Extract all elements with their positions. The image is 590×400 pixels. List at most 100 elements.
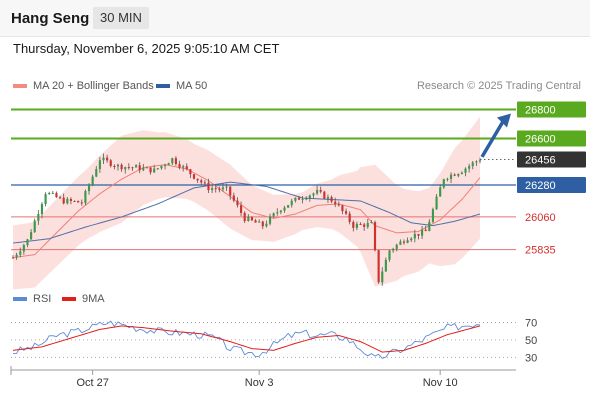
legend-rsi: RSI: [13, 293, 51, 305]
candle-body: [66, 199, 69, 204]
candle-body: [207, 182, 210, 191]
candle-body: [326, 197, 330, 199]
candle-body: [145, 167, 149, 169]
candle-body: [464, 168, 467, 173]
candle-body: [410, 238, 413, 241]
candle-body: [131, 167, 134, 169]
candle-body: [287, 205, 290, 208]
candle-body: [236, 200, 239, 206]
candle-body: [265, 223, 268, 227]
bollinger-band-area: [13, 116, 480, 290]
legend-swatch-ma50: [156, 84, 170, 89]
candle-body: [344, 211, 348, 214]
candle-body: [196, 178, 199, 181]
rsi-tick-50: 50: [525, 335, 537, 347]
candle-body: [48, 193, 51, 195]
candle-body: [460, 172, 463, 175]
candle-body: [239, 205, 243, 213]
candle-body: [80, 202, 83, 204]
candle-body: [116, 164, 120, 167]
level-label-box-26456: [517, 151, 586, 168]
candle-body: [225, 186, 228, 188]
candle-body: [294, 197, 297, 201]
timestamp: Thursday, November 6, 2025 9:05:10 AM CE…: [13, 41, 280, 56]
x-tick-label: Nov 3: [245, 377, 274, 389]
candle-body: [399, 241, 402, 245]
candle-body: [109, 160, 112, 166]
candle-body: [276, 212, 279, 214]
candle-body: [392, 248, 395, 251]
ma50-line: [12, 181, 481, 244]
legend-swatch-rsi: [13, 297, 27, 302]
candle-body: [341, 205, 344, 212]
candle-body: [316, 190, 319, 194]
candle-body: [406, 240, 409, 243]
candle-body: [113, 165, 116, 167]
rsi-tick-70: 70: [525, 317, 537, 329]
candle-body: [102, 157, 105, 161]
level-label-26280: 26280: [525, 180, 556, 192]
candle-body: [424, 229, 427, 232]
legend-label-ma50: MA 50: [176, 80, 208, 92]
candle-body: [478, 160, 482, 162]
candle-body: [348, 213, 351, 222]
candle-body: [185, 166, 188, 170]
level-label-box-26280: [517, 177, 586, 193]
timeframe-button[interactable]: 30 MIN: [93, 7, 149, 29]
level-label-25835: 25835: [525, 245, 556, 257]
candle-body: [377, 250, 380, 283]
candle-body: [442, 179, 445, 188]
candle-body: [453, 174, 456, 176]
candle-body: [305, 198, 308, 200]
candle-body: [388, 250, 391, 260]
candle-body: [366, 223, 369, 227]
candle-body: [471, 162, 474, 167]
candle-body: [359, 223, 362, 225]
candle-body: [135, 165, 138, 168]
candle-body: [449, 174, 453, 179]
candle-body: [363, 224, 366, 227]
candle-body: [40, 204, 44, 215]
candle-body: [51, 192, 54, 194]
candle-body: [312, 193, 315, 196]
rsi-ma9-line: [12, 325, 481, 353]
legend-swatch-9ma: [62, 297, 76, 302]
projection-arrow-head: [497, 113, 511, 128]
candle-body: [308, 195, 311, 199]
legend-label-bollinger: MA 20 + Bollinger Bands: [33, 80, 154, 92]
candle-body: [73, 200, 76, 202]
rsi-tick-30: 30: [525, 352, 537, 364]
candle-body: [457, 174, 460, 176]
candle-body: [214, 188, 217, 190]
candle-body: [37, 214, 40, 221]
legend-swatch-bollinger: [13, 84, 27, 89]
candle-body: [58, 197, 62, 199]
candle-body: [69, 199, 73, 201]
candle-body: [254, 220, 257, 223]
candle-body: [301, 199, 304, 201]
candle-body: [178, 164, 181, 168]
candle-body: [149, 167, 152, 173]
candle-body: [95, 169, 98, 177]
candle-body: [439, 187, 442, 197]
candle-body: [167, 163, 170, 166]
candle-body: [55, 192, 58, 198]
candle-body: [384, 259, 387, 272]
candle-body: [84, 191, 87, 203]
ma20-line: [12, 164, 481, 259]
candle-body: [229, 186, 232, 196]
candle-body: [431, 209, 435, 222]
legend-9ma: 9MA: [62, 293, 105, 305]
candle-body: [370, 222, 373, 224]
legend-label-rsi: RSI: [33, 293, 52, 305]
candle-body: [124, 167, 127, 170]
credit-text: Research © 2025 Trading Central: [416, 80, 581, 92]
candle-body: [30, 232, 33, 240]
candle-body: [142, 167, 145, 171]
candle-body: [19, 251, 22, 255]
candle-body: [279, 210, 282, 213]
candle-body: [402, 241, 406, 243]
candle-body: [330, 197, 333, 202]
